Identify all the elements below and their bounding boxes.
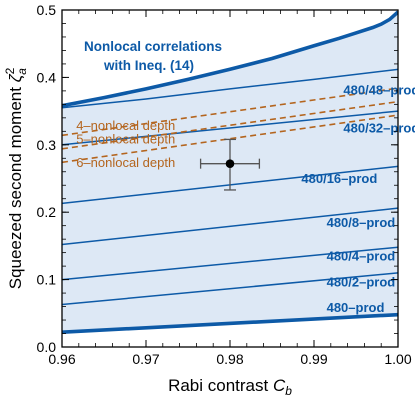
x-tick-label: 0.99 [300,351,327,367]
depth-label-4-nonlocal-depth: 4–nonlocal depth [76,118,175,133]
series-label-480-16-prod: 480/16–prod [301,171,377,186]
series-line-480-4-prod [62,246,398,281]
series-line-480-2-prod [62,272,398,306]
series-label-480-2-prod: 480/2–prod [327,274,396,289]
series-label-480-prod: 480–prod [327,300,385,315]
data-point [225,159,235,168]
series-label-480-4-prod: 480/4–prod [327,249,396,264]
y-tick-label: 0.5 [37,2,57,18]
depth-line-6-nonlocal-depth [62,114,398,164]
depth-line-5-nonlocal-depth [62,100,398,150]
y-tick-label: 0.0 [37,339,57,355]
depth-line-4-nonlocal-depth [62,87,398,137]
series-label-480-48-prod: 480/48–prod [343,82,415,97]
x-tick-label: 1.00 [384,351,411,367]
y-axis-label: Squeezed second moment ζ2a [3,67,29,289]
y-tick-label: 0.4 [37,69,57,85]
lower-bound-line [62,312,398,334]
upper-bound-label-line-1: Nonlocal correlations [84,39,222,54]
x-tick-label: 0.98 [216,351,243,367]
x-tick-label: 0.97 [132,351,159,367]
series-line-480-8-prod [62,207,398,246]
x-tick-label: 0.96 [48,351,75,367]
series-label-480-32-prod: 480/32–prod [343,121,415,136]
x-axis-label: Rabi contrast Cb [168,376,292,398]
y-tick-label: 0.1 [37,272,57,288]
series-line-480-32-prod [62,110,398,146]
series-label-480-8-prod: 480/8–prod [327,215,396,230]
y-tick-label: 0.2 [37,204,57,220]
upper-bound-line [62,10,398,108]
y-tick-label: 0.3 [37,137,57,153]
plot-lines [62,10,398,334]
series-line-480-48-prod [62,68,398,109]
upper-bound-label-line-2: with Ineq. (14) [103,58,194,73]
depth-label-5-nonlocal-depth: 5–nonlocal depth [76,131,175,146]
depth-label-6-nonlocal-depth: 6–nonlocal depth [76,155,175,170]
